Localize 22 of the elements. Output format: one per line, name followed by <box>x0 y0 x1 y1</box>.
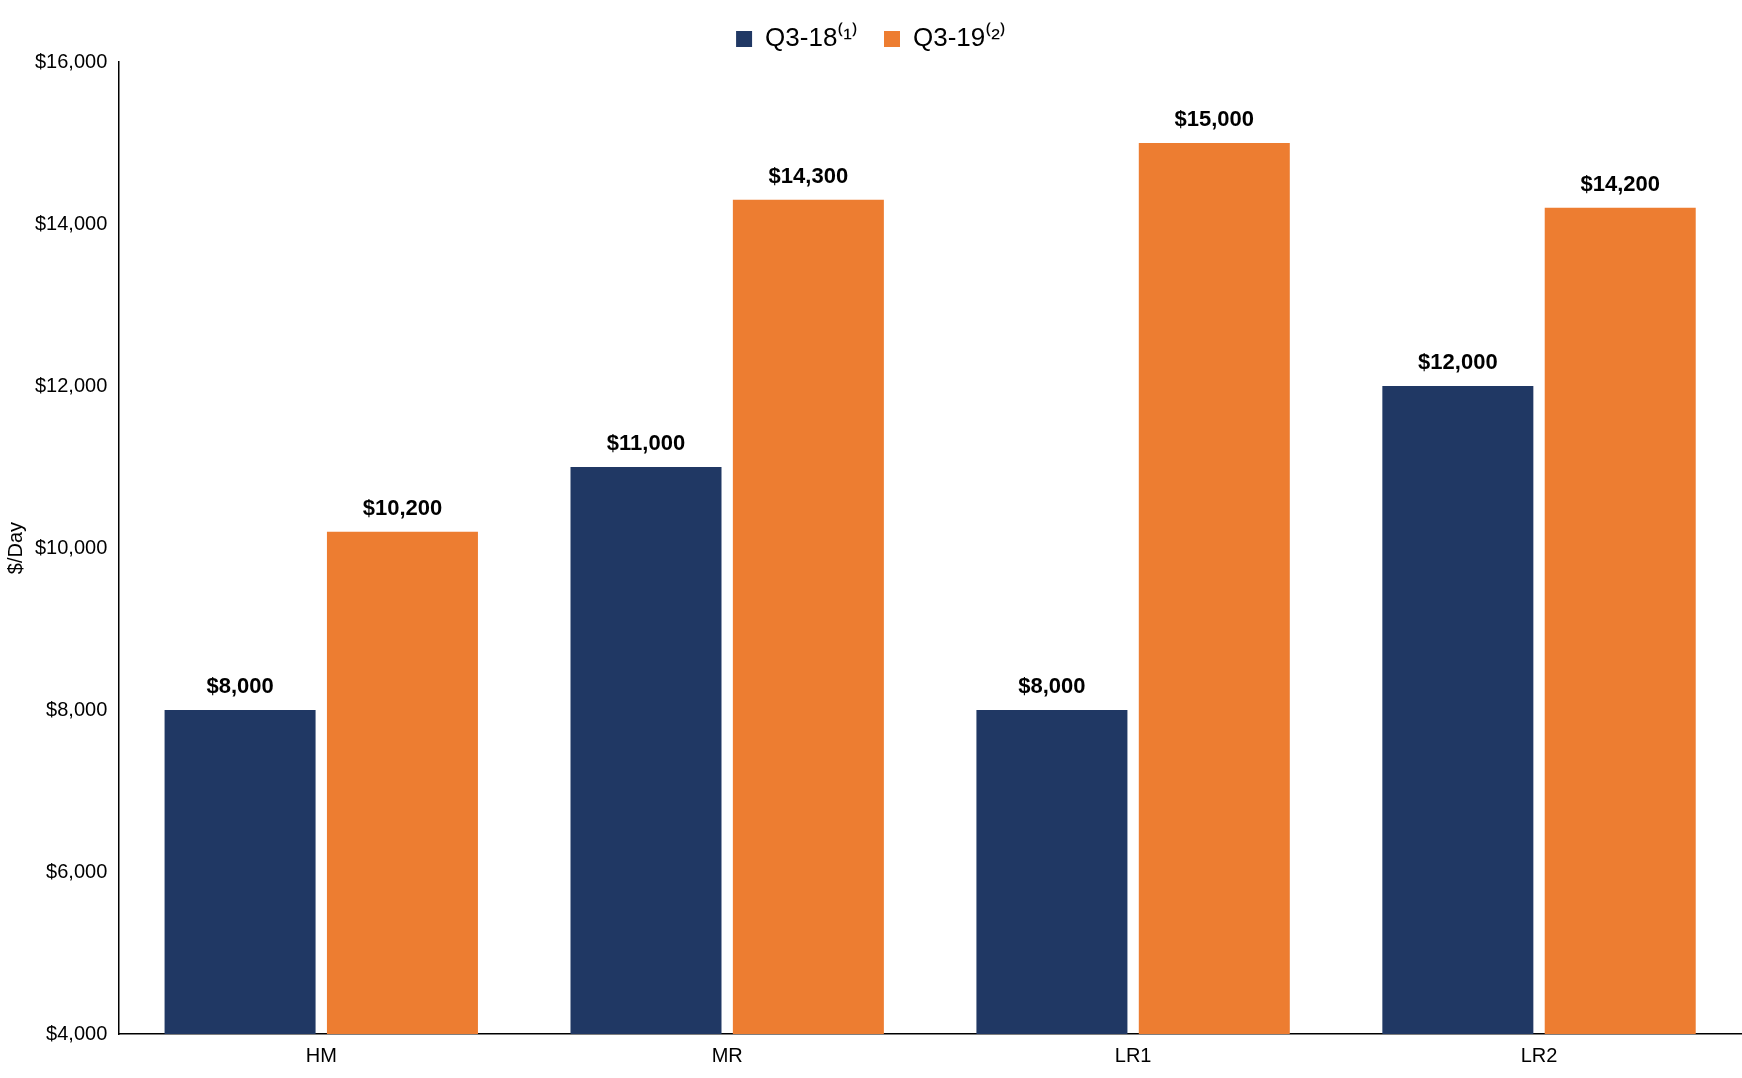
y-tick-label: $10,000 <box>35 535 108 558</box>
data-label: $12,000 <box>1418 349 1498 375</box>
data-label: $14,300 <box>768 162 849 188</box>
y-tick-label: $12,000 <box>35 373 108 396</box>
y-tick-label: $6,000 <box>46 859 108 882</box>
data-label: $10,200 <box>362 494 443 520</box>
legend-label: Q3-19⁽²⁾ <box>913 22 1006 53</box>
data-label: $15,000 <box>1174 106 1255 132</box>
y-tick-label: $14,000 <box>35 211 108 234</box>
legend-label: Q3-18⁽¹⁾ <box>765 22 858 53</box>
y-tick-label: $16,000 <box>35 49 108 72</box>
x-tick-label: HM <box>305 1043 337 1066</box>
data-label: $11,000 <box>606 430 686 456</box>
x-tick-label: LR1 <box>1114 1043 1152 1066</box>
x-tick-label: LR2 <box>1520 1043 1558 1066</box>
data-label: $8,000 <box>206 673 274 699</box>
data-label: $8,000 <box>1018 673 1086 699</box>
y-axis-title: $/Day <box>3 521 26 575</box>
y-tick-label: $8,000 <box>46 697 108 720</box>
y-tick-label: $4,000 <box>46 1021 108 1044</box>
data-label: $14,200 <box>1580 170 1660 196</box>
x-tick-label: MR <box>711 1043 743 1066</box>
